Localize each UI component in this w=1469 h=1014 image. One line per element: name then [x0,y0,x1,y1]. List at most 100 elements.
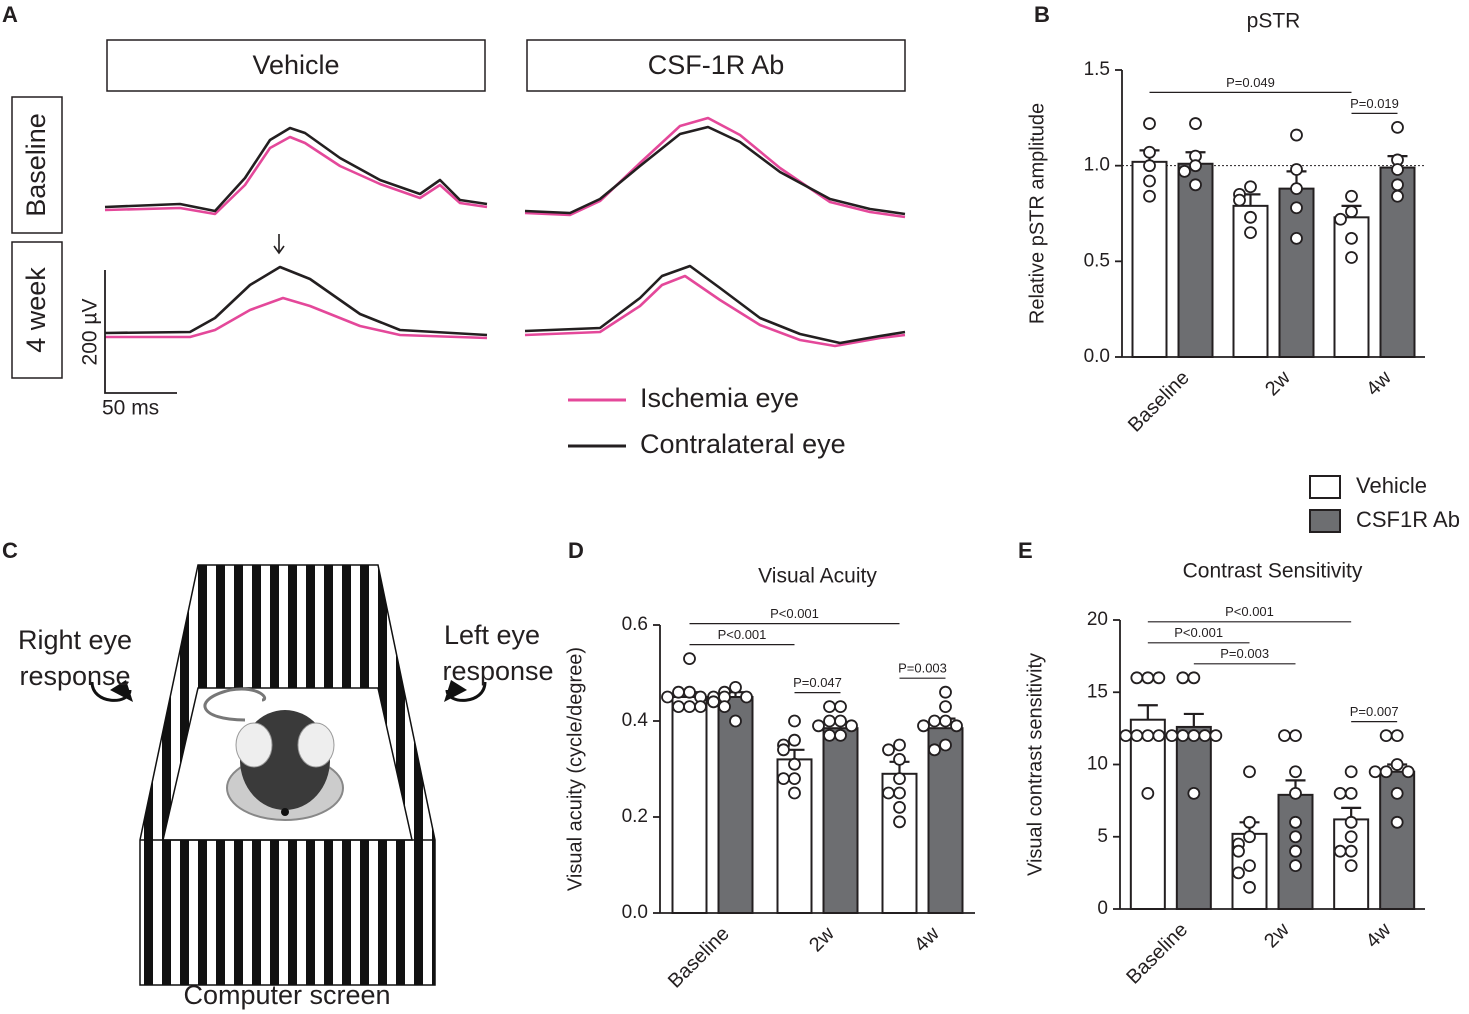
trace [104,265,488,337]
x-tick-label: 4w [910,922,944,956]
data-point [834,700,847,713]
data-point [1178,165,1191,178]
data-point [1289,844,1302,858]
data-point [1152,671,1166,685]
column-box [106,39,486,92]
panel-label: C [2,538,18,563]
data-point [1130,729,1144,742]
legend-label: Vehicle [1356,473,1427,498]
data-point [1379,765,1393,779]
mouse-ear [297,722,335,768]
data-point [893,738,906,752]
data-point [1143,145,1156,159]
data-point [882,786,895,800]
data-point [1243,815,1256,829]
row-label: Baseline [21,113,51,217]
bar [1175,725,1212,910]
data-point [1243,830,1256,844]
row-label: 4 week [21,267,51,353]
arrow-head [110,680,133,702]
data-point [1176,729,1190,742]
diagram-caption: Computer screen [183,980,390,1010]
data-point [1189,159,1202,173]
legend-label: Ischemia eye [640,383,799,413]
data-point [882,743,895,757]
y-tick-label: 10 [1087,754,1108,775]
trace [524,264,906,345]
p-value: P=0.049 [1226,75,1275,90]
chart-title: pSTR [1247,10,1301,33]
data-point [729,714,742,728]
data-point [1390,815,1404,829]
trace [524,116,906,219]
data-point [1176,671,1190,685]
data-point [893,772,906,785]
data-point [1344,765,1358,779]
diagram-label: Right eye [18,625,132,655]
y-tick-label: 0.5 [1084,250,1110,271]
y-tick-label: 0.0 [622,902,648,923]
data-point [694,700,707,713]
panel-label: B [1034,2,1050,27]
y-tick-label: 0.0 [1084,346,1110,367]
panel-label: D [568,538,584,563]
row-box [11,96,63,234]
data-point [1289,787,1302,800]
p-value: P=0.019 [1350,96,1399,111]
y-tick-label: 0.2 [622,806,648,827]
data-point [1290,231,1303,245]
data-point [740,690,753,704]
data-point [1290,128,1303,142]
x-tick-label: 4w [1362,918,1396,952]
data-point [845,719,858,733]
diagram-label: response [442,656,553,686]
legend-swatch [1309,475,1341,499]
data-point [812,719,825,733]
scale-label: 50 ms [102,397,159,420]
x-tick-label: 2w [1261,366,1295,400]
data-point [683,652,696,665]
data-point [1243,859,1256,873]
bar [1277,793,1314,910]
data-point [1345,205,1358,218]
data-point [1141,787,1155,800]
bar [717,696,754,914]
y-axis-label: Visual acuity (cycle/degree) [564,647,586,891]
legend-label: CSF1R Ab [1356,507,1460,532]
data-point [1141,729,1155,742]
data-point [1289,830,1302,844]
data-point [1243,765,1256,779]
data-point [661,690,674,704]
y-tick-label: 15 [1087,681,1108,702]
data-point [1233,193,1246,207]
data-point [1379,729,1393,742]
data-point [1289,815,1302,829]
panel-label: E [1018,538,1033,563]
data-point [939,738,952,752]
data-point [1232,866,1245,880]
data-point [683,700,696,713]
data-point [950,719,963,733]
data-point [1345,189,1358,203]
data-point [1189,117,1202,130]
data-point [1143,189,1156,203]
column-box [526,39,906,92]
data-point [1334,212,1347,226]
data-point [1243,880,1256,894]
chart-title: Contrast Sensitivity [1183,560,1363,583]
y-tick-label: 20 [1087,609,1108,630]
scale-bar [104,270,177,394]
data-point [1344,830,1358,844]
error-bar [1137,704,1158,720]
data-point [939,714,952,728]
data-point [1368,765,1382,779]
data-point [1391,189,1404,203]
data-point [823,714,836,728]
data-point [1391,178,1404,192]
data-point [1333,787,1347,800]
bar [1177,162,1214,358]
column-label: Vehicle [252,50,339,80]
data-point [1390,787,1404,800]
y-tick-label: 1.0 [1084,155,1110,176]
